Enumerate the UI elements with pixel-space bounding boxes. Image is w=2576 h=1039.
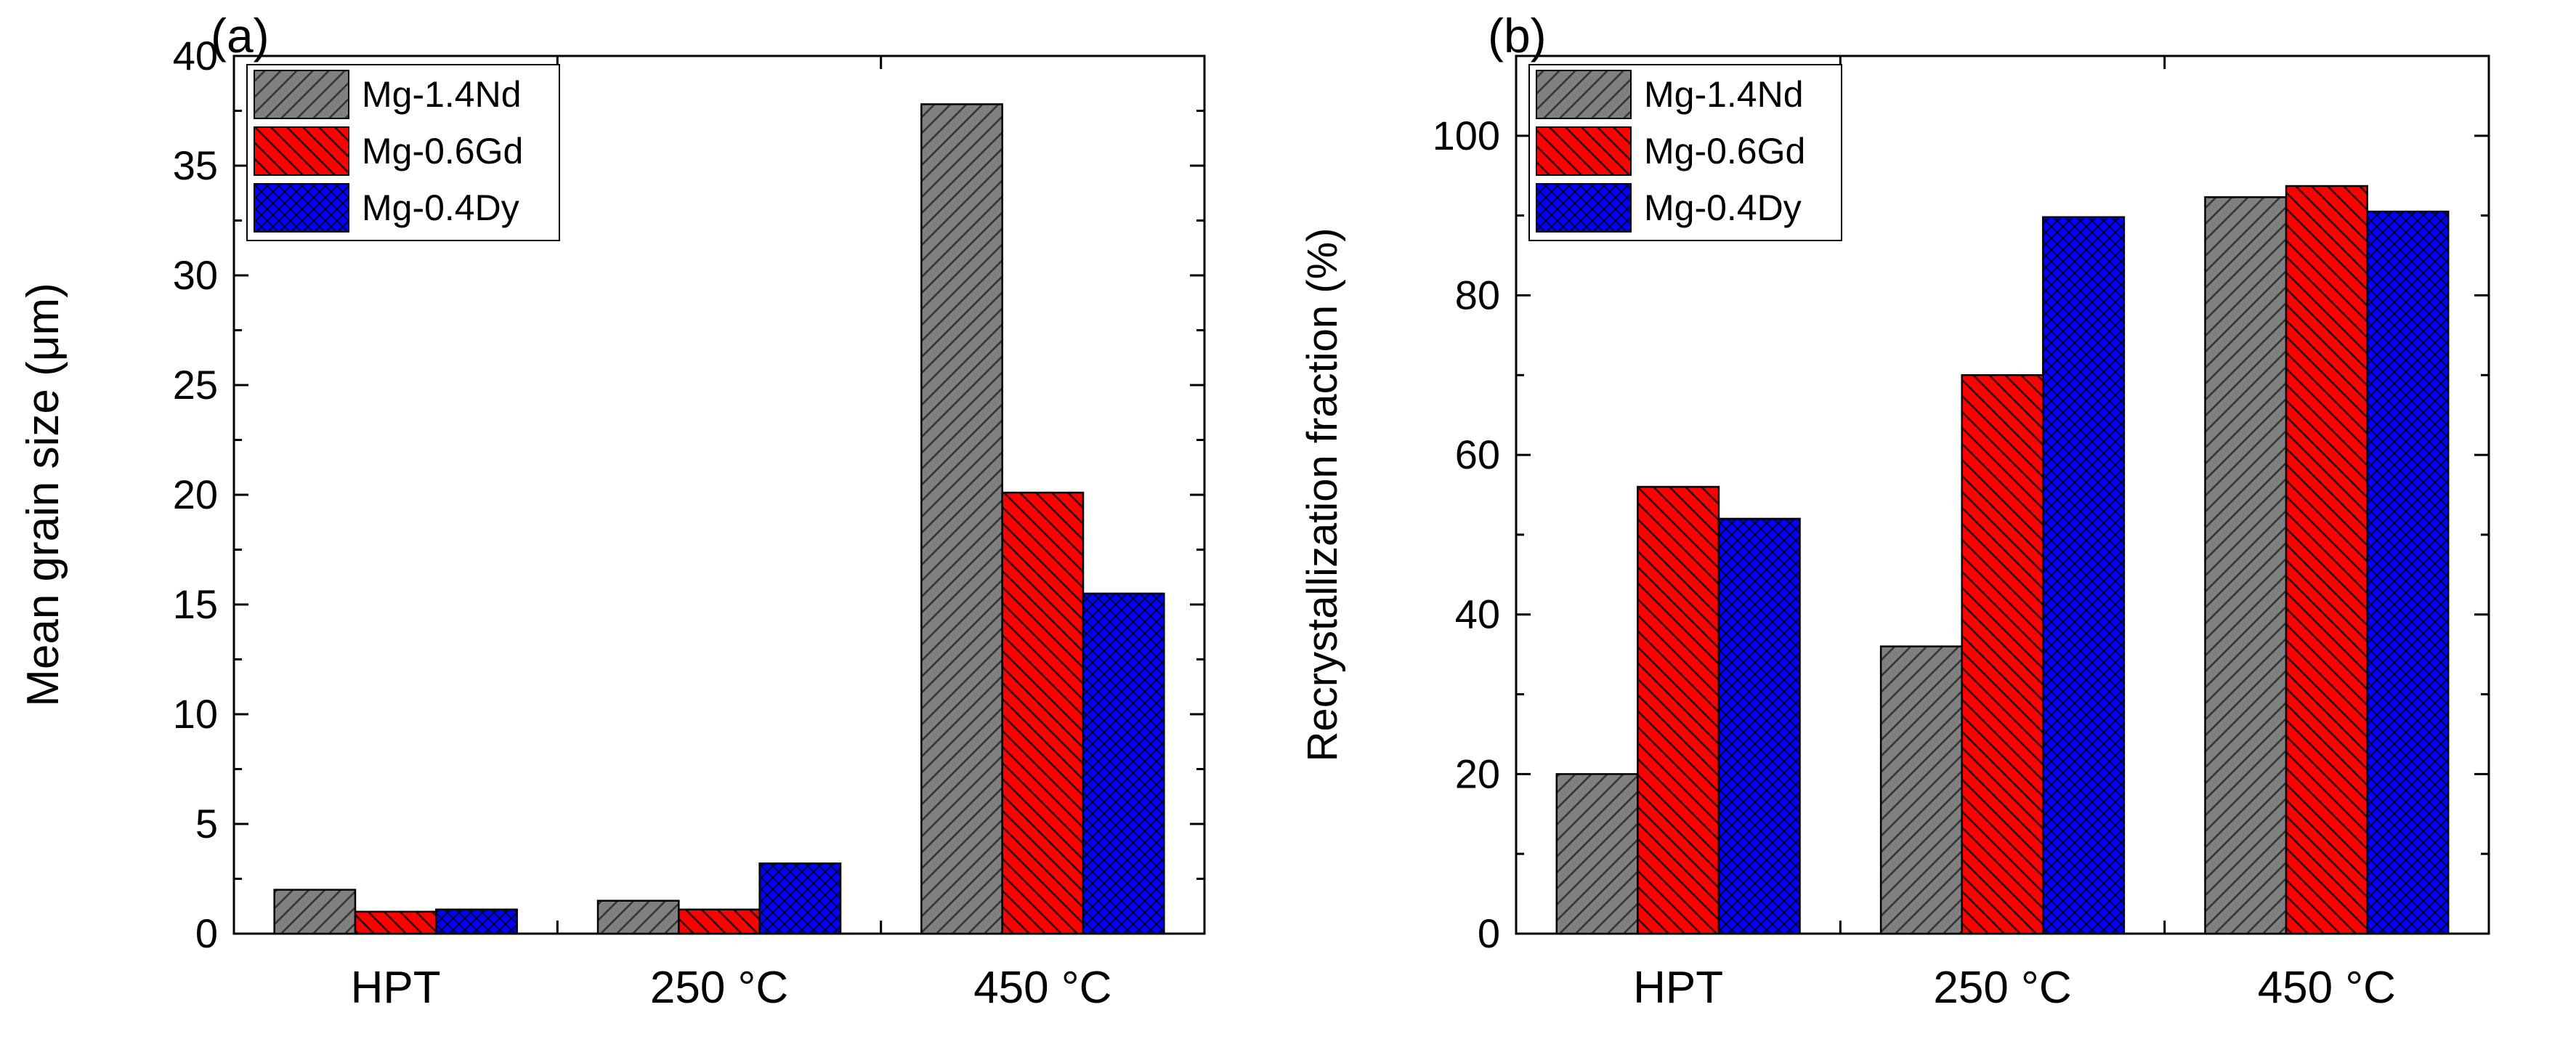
legend-label: Mg-0.6Gd (1644, 131, 1805, 171)
y-tick-label: 0 (1478, 910, 1500, 956)
legend-swatch-hatch (254, 70, 349, 119)
y-tick-label: 20 (173, 472, 218, 517)
bar-hatch (435, 908, 518, 935)
x-tick-label: 250 °C (1933, 963, 2071, 1013)
bar-hatch (2366, 210, 2450, 935)
y-tick-label: 60 (1455, 432, 1500, 477)
bar-hatch (2285, 185, 2368, 935)
y-tick-label: 25 (173, 362, 218, 408)
panel-label: (a) (211, 9, 270, 62)
y-tick-label: 40 (1455, 591, 1500, 637)
legend-label: Mg-0.4Dy (1644, 187, 1802, 228)
y-tick-label: 15 (173, 581, 218, 627)
legend-label: Mg-1.4Nd (1644, 74, 1804, 115)
y-tick-label: 30 (173, 252, 218, 298)
y-tick-label: 80 (1455, 272, 1500, 318)
y-axis-title: Recrystallization fraction (%) (1299, 228, 1346, 762)
y-axis-title: Mean grain size (μm) (18, 283, 68, 707)
bar-hatch (758, 862, 842, 935)
x-tick-label: 450 °C (973, 963, 1111, 1013)
bar-hatch (1717, 517, 1801, 935)
legend-swatch-hatch (1536, 70, 1632, 119)
bar-hatch (596, 899, 680, 935)
y-tick-label: 20 (1455, 751, 1500, 796)
bar-hatch (1961, 374, 2044, 935)
bar-hatch (1637, 485, 1720, 935)
bar-hatch (2204, 196, 2288, 935)
panel-a-chart: (a) 0 5 10 15 20 25 30 35 40 Mean grain size (μm) H… (18, 9, 1206, 1013)
legend-label: Mg-0.6Gd (362, 131, 523, 171)
y-tick-label: 100 (1433, 113, 1500, 158)
x-tick-label: HPT (1633, 963, 1723, 1013)
bar-hatch (273, 889, 357, 935)
y-tick-label: 10 (173, 691, 218, 737)
legend-swatch-hatch (1536, 126, 1632, 176)
legend-label: Mg-0.4Dy (362, 187, 519, 228)
bar-hatch (1879, 645, 1963, 935)
panel-label: (b) (1488, 9, 1547, 62)
bar-hatch (920, 103, 1003, 935)
x-tick-label: 250 °C (650, 963, 788, 1013)
legend-label: Mg-1.4Nd (362, 74, 522, 115)
x-tick-label: 450 °C (2258, 963, 2396, 1013)
legend-swatch-hatch (254, 183, 349, 233)
bar-hatch (1082, 592, 1165, 935)
y-tick-label: 0 (195, 910, 218, 956)
bar-hatch (1001, 491, 1085, 935)
x-tick-label: HPT (351, 963, 441, 1013)
bar-hatch (1555, 773, 1639, 935)
bar-hatch (678, 908, 761, 935)
bar-hatch (2042, 216, 2126, 935)
legend-swatch-hatch (254, 126, 349, 176)
y-tick-label: 35 (173, 142, 218, 188)
bar-hatch (354, 910, 437, 935)
legend-swatch-hatch (1536, 183, 1632, 233)
y-tick-label: 5 (195, 801, 218, 846)
panel-b-chart: (b) 0 20 40 60 80 100 Recrystallization fractio… (1299, 9, 2490, 1013)
y-tick-label: 40 (173, 33, 218, 78)
